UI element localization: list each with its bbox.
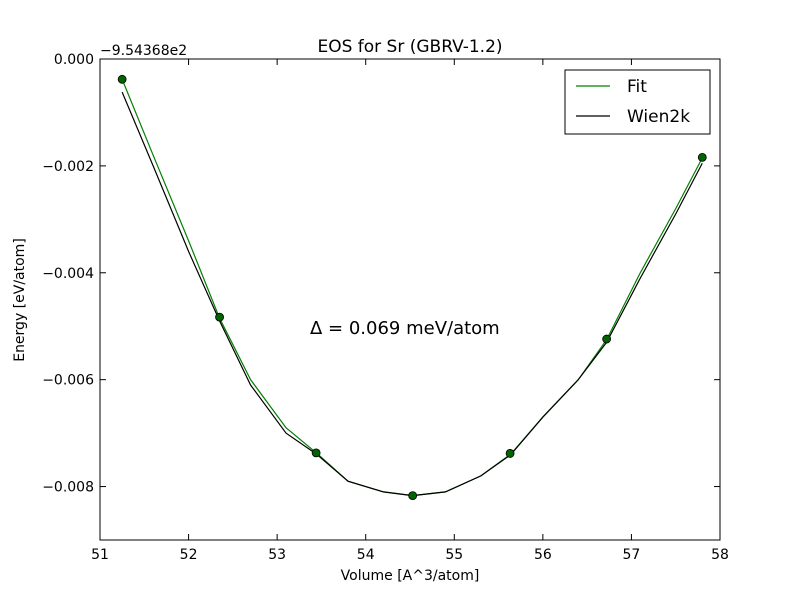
x-tick-label: 55 — [445, 547, 463, 563]
x-axis-label: Volume [A^3/atom] — [341, 568, 480, 584]
x-tick-label: 51 — [91, 547, 109, 563]
plot-frame — [99, 58, 721, 541]
x-tick-label: 56 — [534, 547, 552, 563]
data-point — [408, 491, 418, 501]
x-tick-label: 53 — [268, 547, 286, 563]
y-tick-label: −0.002 — [42, 159, 94, 175]
x-tick-label: 58 — [711, 547, 729, 563]
legend-label-wien2k: Wien2k — [627, 107, 690, 127]
data-point — [505, 449, 515, 458]
delta-annotation: Δ = 0.069 meV/atom — [310, 318, 500, 339]
y-tick-label: −0.004 — [42, 266, 94, 282]
legend-label-fit: Fit — [627, 77, 647, 97]
series-line-wien2k — [121, 91, 703, 497]
data-point — [602, 334, 612, 344]
series-line-fit — [121, 79, 703, 497]
x-tick-label: 54 — [357, 547, 375, 563]
data-point — [215, 312, 224, 322]
y-axis-label: Energy [eV/atom] — [12, 238, 28, 362]
data-point — [311, 448, 321, 458]
legend-box — [564, 69, 711, 135]
legend: Fit Wien2k — [564, 69, 711, 135]
y-tick-label: −0.006 — [42, 373, 94, 389]
data-point — [117, 74, 127, 84]
plot-layer — [117, 74, 707, 501]
y-tick-label: −0.008 — [42, 480, 94, 496]
chart-title: EOS for Sr (GBRV-1.2) — [317, 37, 502, 57]
tick-layer: 51 52 53 54 55 56 57 58 0.000 −0.002 −0.004 −0.006 −… — [42, 52, 729, 563]
x-tick-label: 57 — [623, 547, 641, 563]
y-offset-label: −9.54368e2 — [100, 43, 187, 59]
data-point — [697, 152, 707, 162]
x-tick-label: 52 — [180, 547, 198, 563]
y-tick-label: 0.000 — [54, 52, 94, 68]
